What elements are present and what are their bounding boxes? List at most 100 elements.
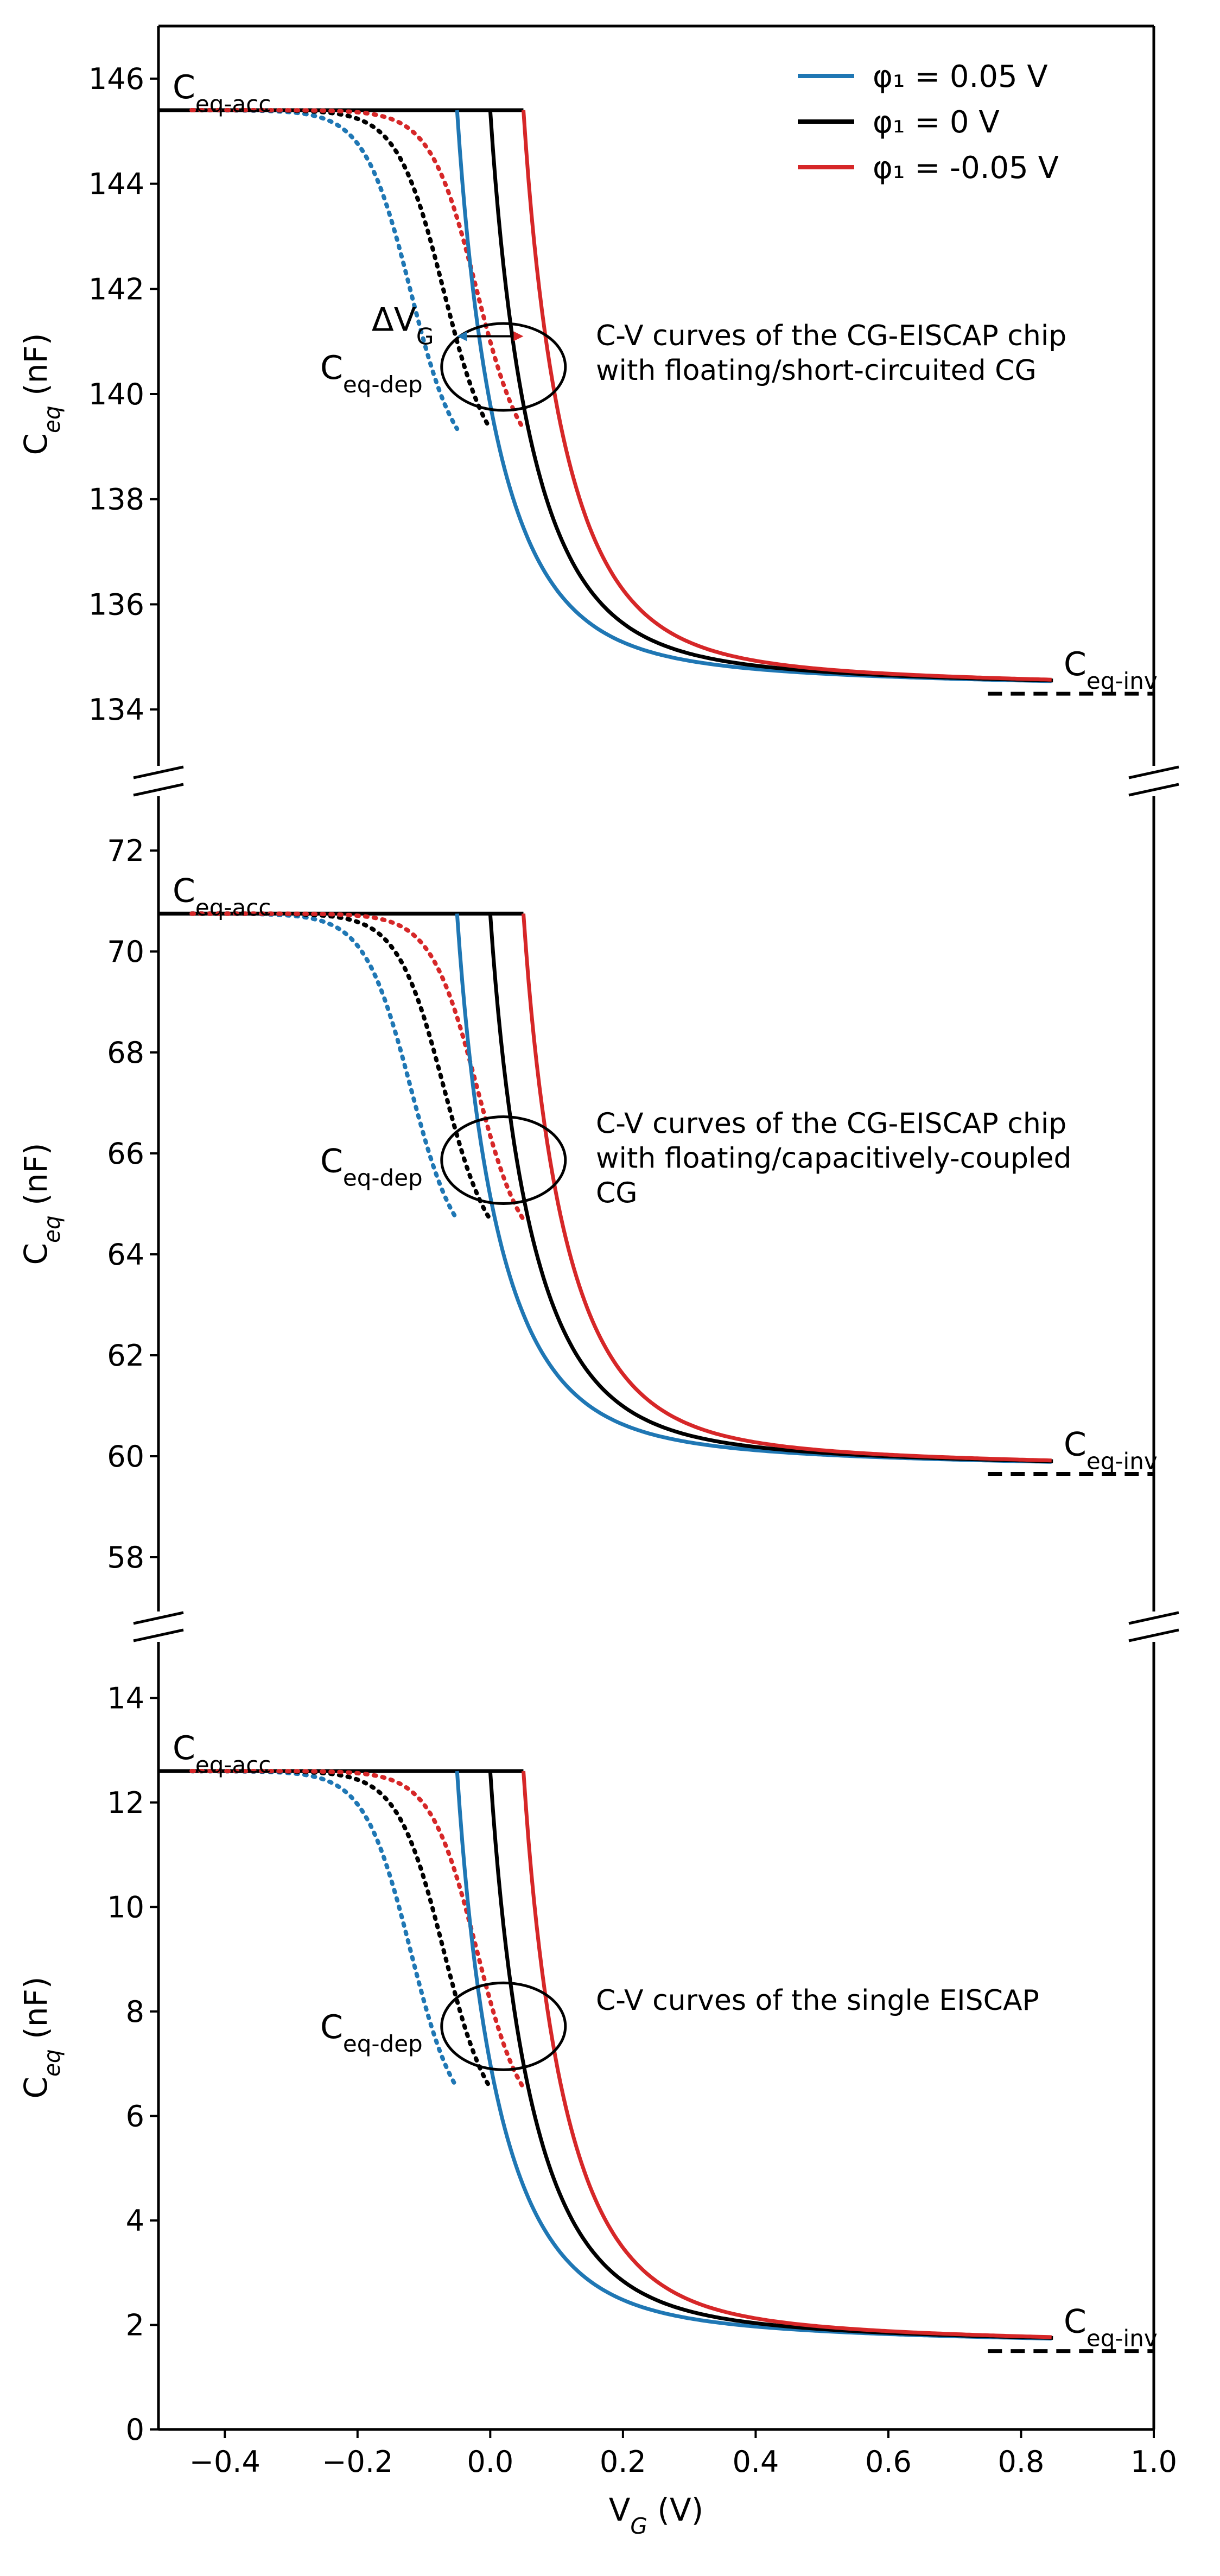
x-axis: −0.4 −0.2 0.0 0.2 0.4 0.6 0.8 1.0 VG (V) — [189, 2429, 1177, 2539]
label-ceq-inv-middle: Ceq-inv — [1064, 1426, 1158, 1475]
label-ceq-dep-top: Ceq-dep — [320, 349, 423, 398]
label-ceq-inv-top: Ceq-inv — [1064, 645, 1158, 694]
x-tick-label-1: −0.2 — [322, 2445, 393, 2479]
label-ceq-inv-top-sub: eq-inv — [1086, 668, 1158, 694]
y-axis-label-main: C — [17, 433, 54, 455]
dotted-curve-black-bottom — [189, 1769, 493, 2090]
y-axis-label-sub: eq — [39, 1215, 65, 1243]
y-tick-label-bottom-10: 10 — [107, 1890, 144, 1924]
y-tick-label-bottom-0: 0 — [126, 2413, 144, 2447]
label-ceq-inv-middle-main: C — [1064, 1426, 1086, 1464]
label-ceq-acc-top: Ceq-acc — [173, 68, 271, 117]
annotation-middle-2: CG — [596, 1177, 638, 1209]
label-ceq-acc-middle-sub: eq-acc — [195, 894, 271, 921]
dotted-curve-black-top — [189, 108, 493, 432]
axis-break-mark-1-1b — [1128, 1628, 1179, 1642]
dotted-curve-black-middle — [189, 911, 493, 1222]
x-axis-label-main: V — [609, 2491, 631, 2528]
y-tick-label-middle-68: 68 — [107, 1036, 144, 1070]
y-tick-label-bottom-4: 4 — [126, 2204, 144, 2238]
y-tick-label-middle-62: 62 — [107, 1338, 144, 1373]
axis-break-mark-1-0b — [133, 1628, 184, 1642]
y-tick-label-middle-64: 64 — [107, 1238, 144, 1272]
depletion-ellipse-middle — [440, 1115, 567, 1205]
x-tick-label-3: 0.2 — [600, 2445, 646, 2479]
y-tick-label-top-144: 144 — [88, 167, 144, 201]
delta-arrow-head-right — [513, 331, 524, 341]
label-ceq-acc-top-main: C — [173, 68, 195, 106]
legend-label-1: φ₁ = 0 V — [873, 105, 1000, 140]
y-tick-label-top-146: 146 — [88, 62, 144, 96]
y-axis-label-unit: (nF) — [17, 1976, 54, 2049]
y-axis-label-sub: eq — [39, 405, 65, 433]
label-ceq-dep-top-main: C — [320, 349, 343, 387]
solid-curve-red-top — [522, 110, 1052, 682]
depletion-ellipse-bottom — [440, 1981, 567, 2071]
x-tick-label-6: 0.8 — [998, 2445, 1045, 2479]
y-tick-label-top-138: 138 — [88, 483, 144, 517]
solid-curve-red-middle — [522, 913, 1052, 1463]
axis-break-mark-1-0a — [133, 1611, 184, 1625]
solid-curve-black-bottom — [488, 1771, 1053, 2340]
y-tick-label-top-136: 136 — [88, 587, 144, 621]
label-ceq-acc-middle: Ceq-acc — [173, 872, 271, 921]
y-axis-label-bottom: Ceq (nF) — [17, 1976, 65, 2098]
annotation-top-1: with floating/short-circuited CG — [596, 354, 1037, 387]
solid-curve-blue-bottom — [455, 1771, 1052, 2341]
label-ceq-dep-top-sub: eq-dep — [343, 371, 423, 398]
annotation-middle-1: with floating/capacitively-coupled — [596, 1142, 1071, 1175]
y-axis-label-top: Ceq (nF) — [17, 333, 65, 455]
label-ceq-acc-bottom: Ceq-acc — [173, 1729, 271, 1778]
annotation-bottom-0: C-V curves of the single EISCAP — [596, 1984, 1039, 2017]
solid-curve-blue-top — [455, 110, 1052, 683]
delta-vg-label-main: ΔV — [372, 301, 416, 339]
legend: φ₁ = 0.05 V φ₁ = 0 V φ₁ = -0.05 V — [798, 59, 1059, 186]
x-tick-label-2: 0.0 — [467, 2445, 513, 2479]
x-tick-label-7: 1.0 — [1130, 2445, 1177, 2479]
y-tick-label-middle-72: 72 — [107, 834, 144, 868]
y-tick-label-middle-58: 58 — [107, 1540, 144, 1575]
label-ceq-inv-bottom-main: C — [1064, 2303, 1086, 2341]
y-tick-label-bottom-8: 8 — [126, 1995, 144, 2029]
label-ceq-inv-bottom-sub: eq-inv — [1086, 2325, 1158, 2351]
label-ceq-dep-middle: Ceq-dep — [320, 1142, 423, 1191]
axis-break-mark-0-1a — [1128, 765, 1179, 779]
x-tick-label-0: −0.4 — [189, 2445, 260, 2479]
label-ceq-dep-middle-main: C — [320, 1142, 343, 1180]
label-ceq-dep-bottom-sub: eq-dep — [343, 2031, 423, 2057]
y-axis-label-unit: (nF) — [17, 333, 54, 405]
y-tick-label-top-140: 140 — [88, 377, 144, 411]
y-tick-label-middle-70: 70 — [107, 935, 144, 969]
x-axis-label: VG (V) — [609, 2491, 704, 2539]
x-tick-label-4: 0.4 — [732, 2445, 779, 2479]
y-axis-label-sub: eq — [39, 2049, 65, 2077]
axis-break-mark-1-1a — [1128, 1611, 1179, 1625]
label-ceq-acc-top-sub: eq-acc — [195, 90, 271, 117]
annotation-middle-0: C-V curves of the CG-EISCAP chip — [596, 1107, 1066, 1140]
label-ceq-inv-top-main: C — [1064, 645, 1086, 683]
y-tick-label-top-142: 142 — [88, 272, 144, 306]
y-axis-label-main: C — [17, 1243, 54, 1265]
label-ceq-inv-middle-sub: eq-inv — [1086, 1448, 1158, 1474]
solid-curve-black-top — [488, 110, 1053, 683]
label-ceq-inv-bottom: Ceq-inv — [1064, 2303, 1158, 2352]
axis-break-mark-0-1b — [1128, 783, 1179, 797]
axis-break-mark-0-0a — [133, 765, 184, 779]
label-ceq-dep-bottom-main: C — [320, 2008, 343, 2046]
delta-vg-label-sub: G — [416, 323, 434, 350]
y-tick-label-bottom-2: 2 — [126, 2308, 144, 2342]
legend-label-2: φ₁ = -0.05 V — [873, 150, 1059, 186]
annotation-top-0: C-V curves of the CG-EISCAP chip — [596, 320, 1066, 352]
y-tick-label-bottom-12: 12 — [107, 1786, 144, 1820]
solid-curve-black-middle — [488, 913, 1053, 1463]
label-ceq-acc-bottom-main: C — [173, 1729, 195, 1767]
legend-label-0: φ₁ = 0.05 V — [873, 59, 1048, 94]
y-tick-label-top-134: 134 — [88, 693, 144, 727]
delta-arrow-head-left — [457, 331, 467, 341]
y-axis-label-unit: (nF) — [17, 1143, 54, 1215]
delta-vg-label: ΔVG — [372, 301, 434, 350]
